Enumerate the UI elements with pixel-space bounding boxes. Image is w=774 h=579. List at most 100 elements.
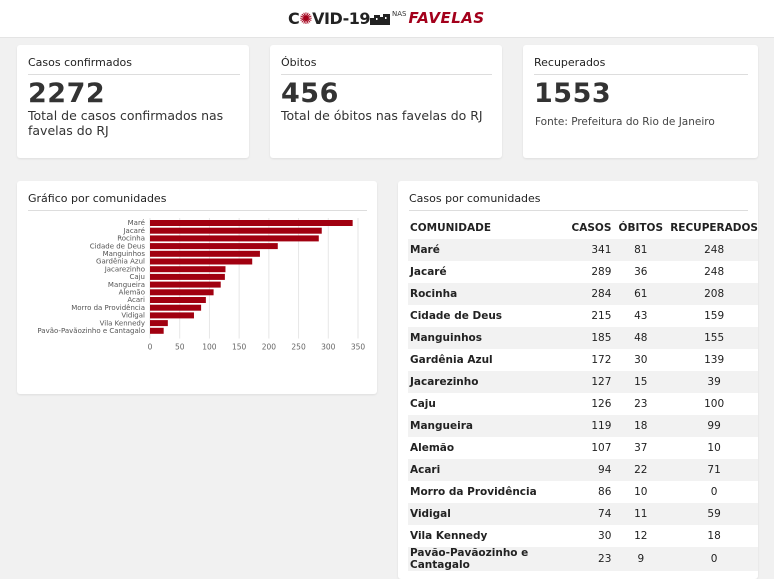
table-row: Gardênia Azul 172 30 139 [408, 349, 758, 371]
site-logo[interactable]: C✺VID-19 NAS FAVELAS [288, 7, 485, 29]
category-label: Mangueira [108, 281, 145, 289]
row-recovered: 10 [707, 442, 721, 454]
table-row: Alemão 107 37 10 [408, 437, 758, 459]
divider [28, 74, 240, 75]
favela-houses-icon [369, 13, 390, 25]
x-tick-label: 300 [321, 343, 336, 352]
row-deaths: 30 [634, 354, 648, 366]
recovered-card: Recuperados 1553 Fonte: Prefeitura do Ri… [523, 45, 758, 158]
confirmed-cases-card: Casos confirmados 2272 Total de casos co… [17, 45, 249, 158]
card-description: Total de óbitos nas favelas do RJ [281, 108, 483, 123]
x-tick-label: 200 [262, 343, 277, 352]
category-label: Morro da Providência [71, 304, 145, 312]
row-community: Pavão-Pavãozinho e Cantagalo [408, 547, 567, 571]
table-row: Morro da Providência 86 10 0 [408, 481, 758, 503]
bar [150, 273, 225, 280]
row-recovered: 59 [670, 503, 758, 525]
divider [409, 210, 748, 211]
row-community: Alemão [410, 442, 455, 454]
confirmed-count: 2272 [28, 78, 106, 109]
row-deaths: 37 [634, 442, 648, 454]
row-community: Maré [408, 239, 567, 261]
row-community: Gardênia Azul [410, 354, 493, 366]
category-label: Jacarezinho [104, 265, 145, 273]
row-deaths: 12 [634, 530, 648, 542]
category-label: Rocinha [117, 235, 145, 243]
bar [150, 297, 206, 303]
row-community: Vila Kennedy [410, 530, 488, 542]
row-recovered: 155 [670, 327, 758, 349]
row-community: Morro da Providência [410, 486, 537, 498]
table-row: Mangueira 119 18 99 [408, 415, 758, 437]
row-recovered: 0 [670, 547, 758, 571]
row-community: Caju [410, 398, 436, 410]
cases-table: COMUNIDADE CASOS ÓBITOS RECUPERADOS Maré… [408, 217, 758, 571]
logo-covid-text: C✺VID-19 [288, 8, 370, 28]
row-recovered: 0 [710, 486, 718, 498]
row-recovered: 208 [670, 283, 758, 305]
category-label: Acari [127, 296, 145, 304]
row-cases: 30 [598, 530, 612, 542]
row-recovered: 39 [670, 371, 758, 393]
x-tick-label: 100 [202, 343, 217, 352]
row-community: Vidigal [408, 503, 567, 525]
table-row: Caju 126 23 100 [408, 393, 758, 415]
row-deaths: 15 [611, 371, 671, 393]
divider [28, 210, 367, 211]
bar [150, 235, 319, 242]
row-cases: 86 [598, 486, 612, 498]
x-tick-label: 0 [148, 343, 153, 352]
row-recovered: 139 [704, 354, 725, 366]
divider [534, 74, 748, 75]
row-cases: 94 [566, 459, 612, 481]
table-row: Jacaré 289 36 248 [408, 261, 758, 283]
virus-icon: ✺ [299, 8, 313, 28]
row-community: Mangueira [408, 415, 567, 437]
table-row: Jacarezinho 127 15 39 [408, 371, 758, 393]
column-header-deaths[interactable]: ÓBITOS [618, 222, 664, 234]
card-title: Casos confirmados [28, 56, 133, 69]
logo-favelas-text: FAVELAS [408, 9, 485, 27]
row-deaths: 36 [634, 266, 648, 278]
row-deaths: 48 [611, 327, 671, 349]
row-cases: 284 [566, 283, 612, 305]
column-header-cases[interactable]: CASOS [571, 222, 612, 234]
row-recovered: 71 [670, 459, 758, 481]
bar [150, 327, 164, 334]
table-row: Pavão-Pavãozinho e Cantagalo 23 9 0 [408, 547, 758, 571]
table-row: Acari 94 22 71 [408, 459, 758, 481]
column-header-community[interactable]: COMUNIDADE [410, 222, 492, 234]
chart-title: Gráfico por comunidades [28, 192, 167, 205]
x-tick-label: 50 [175, 343, 185, 352]
table-row: Maré 341 81 248 [408, 239, 758, 261]
row-deaths: 22 [611, 459, 671, 481]
card-title: Recuperados [534, 56, 606, 69]
row-community: Manguinhos [408, 327, 567, 349]
category-label: Alemão [119, 289, 145, 297]
category-label: Pavão-Pavãozinho e Cantagalo [37, 327, 145, 335]
row-deaths: 10 [634, 486, 648, 498]
table-row: Vidigal 74 11 59 [408, 503, 758, 525]
row-cases: 74 [566, 503, 612, 525]
row-recovered: 18 [707, 530, 721, 542]
deaths-card: Óbitos 456 Total de óbitos nas favelas d… [270, 45, 502, 158]
data-source: Fonte: Prefeitura do Rio de Janeiro [535, 116, 715, 128]
category-label: Maré [128, 219, 145, 227]
row-community: Cidade de Deus [410, 310, 503, 322]
top-header: C✺VID-19 NAS FAVELAS [0, 0, 774, 38]
bar [150, 281, 221, 288]
bar [150, 250, 260, 257]
bar [150, 227, 322, 234]
row-cases: 341 [566, 239, 612, 261]
category-label: Manguinhos [103, 250, 146, 258]
row-cases: 126 [591, 398, 612, 410]
table-row: Rocinha 284 61 208 [408, 283, 758, 305]
table-row: Cidade de Deus 215 43 159 [408, 305, 758, 327]
category-label: Gardênia Azul [96, 258, 145, 266]
row-recovered: 159 [704, 310, 725, 322]
bar [150, 258, 253, 265]
row-cases: 215 [591, 310, 612, 322]
bar [150, 220, 353, 226]
column-header-recovered[interactable]: RECUPERADOS [670, 222, 758, 234]
row-deaths: 43 [634, 310, 648, 322]
